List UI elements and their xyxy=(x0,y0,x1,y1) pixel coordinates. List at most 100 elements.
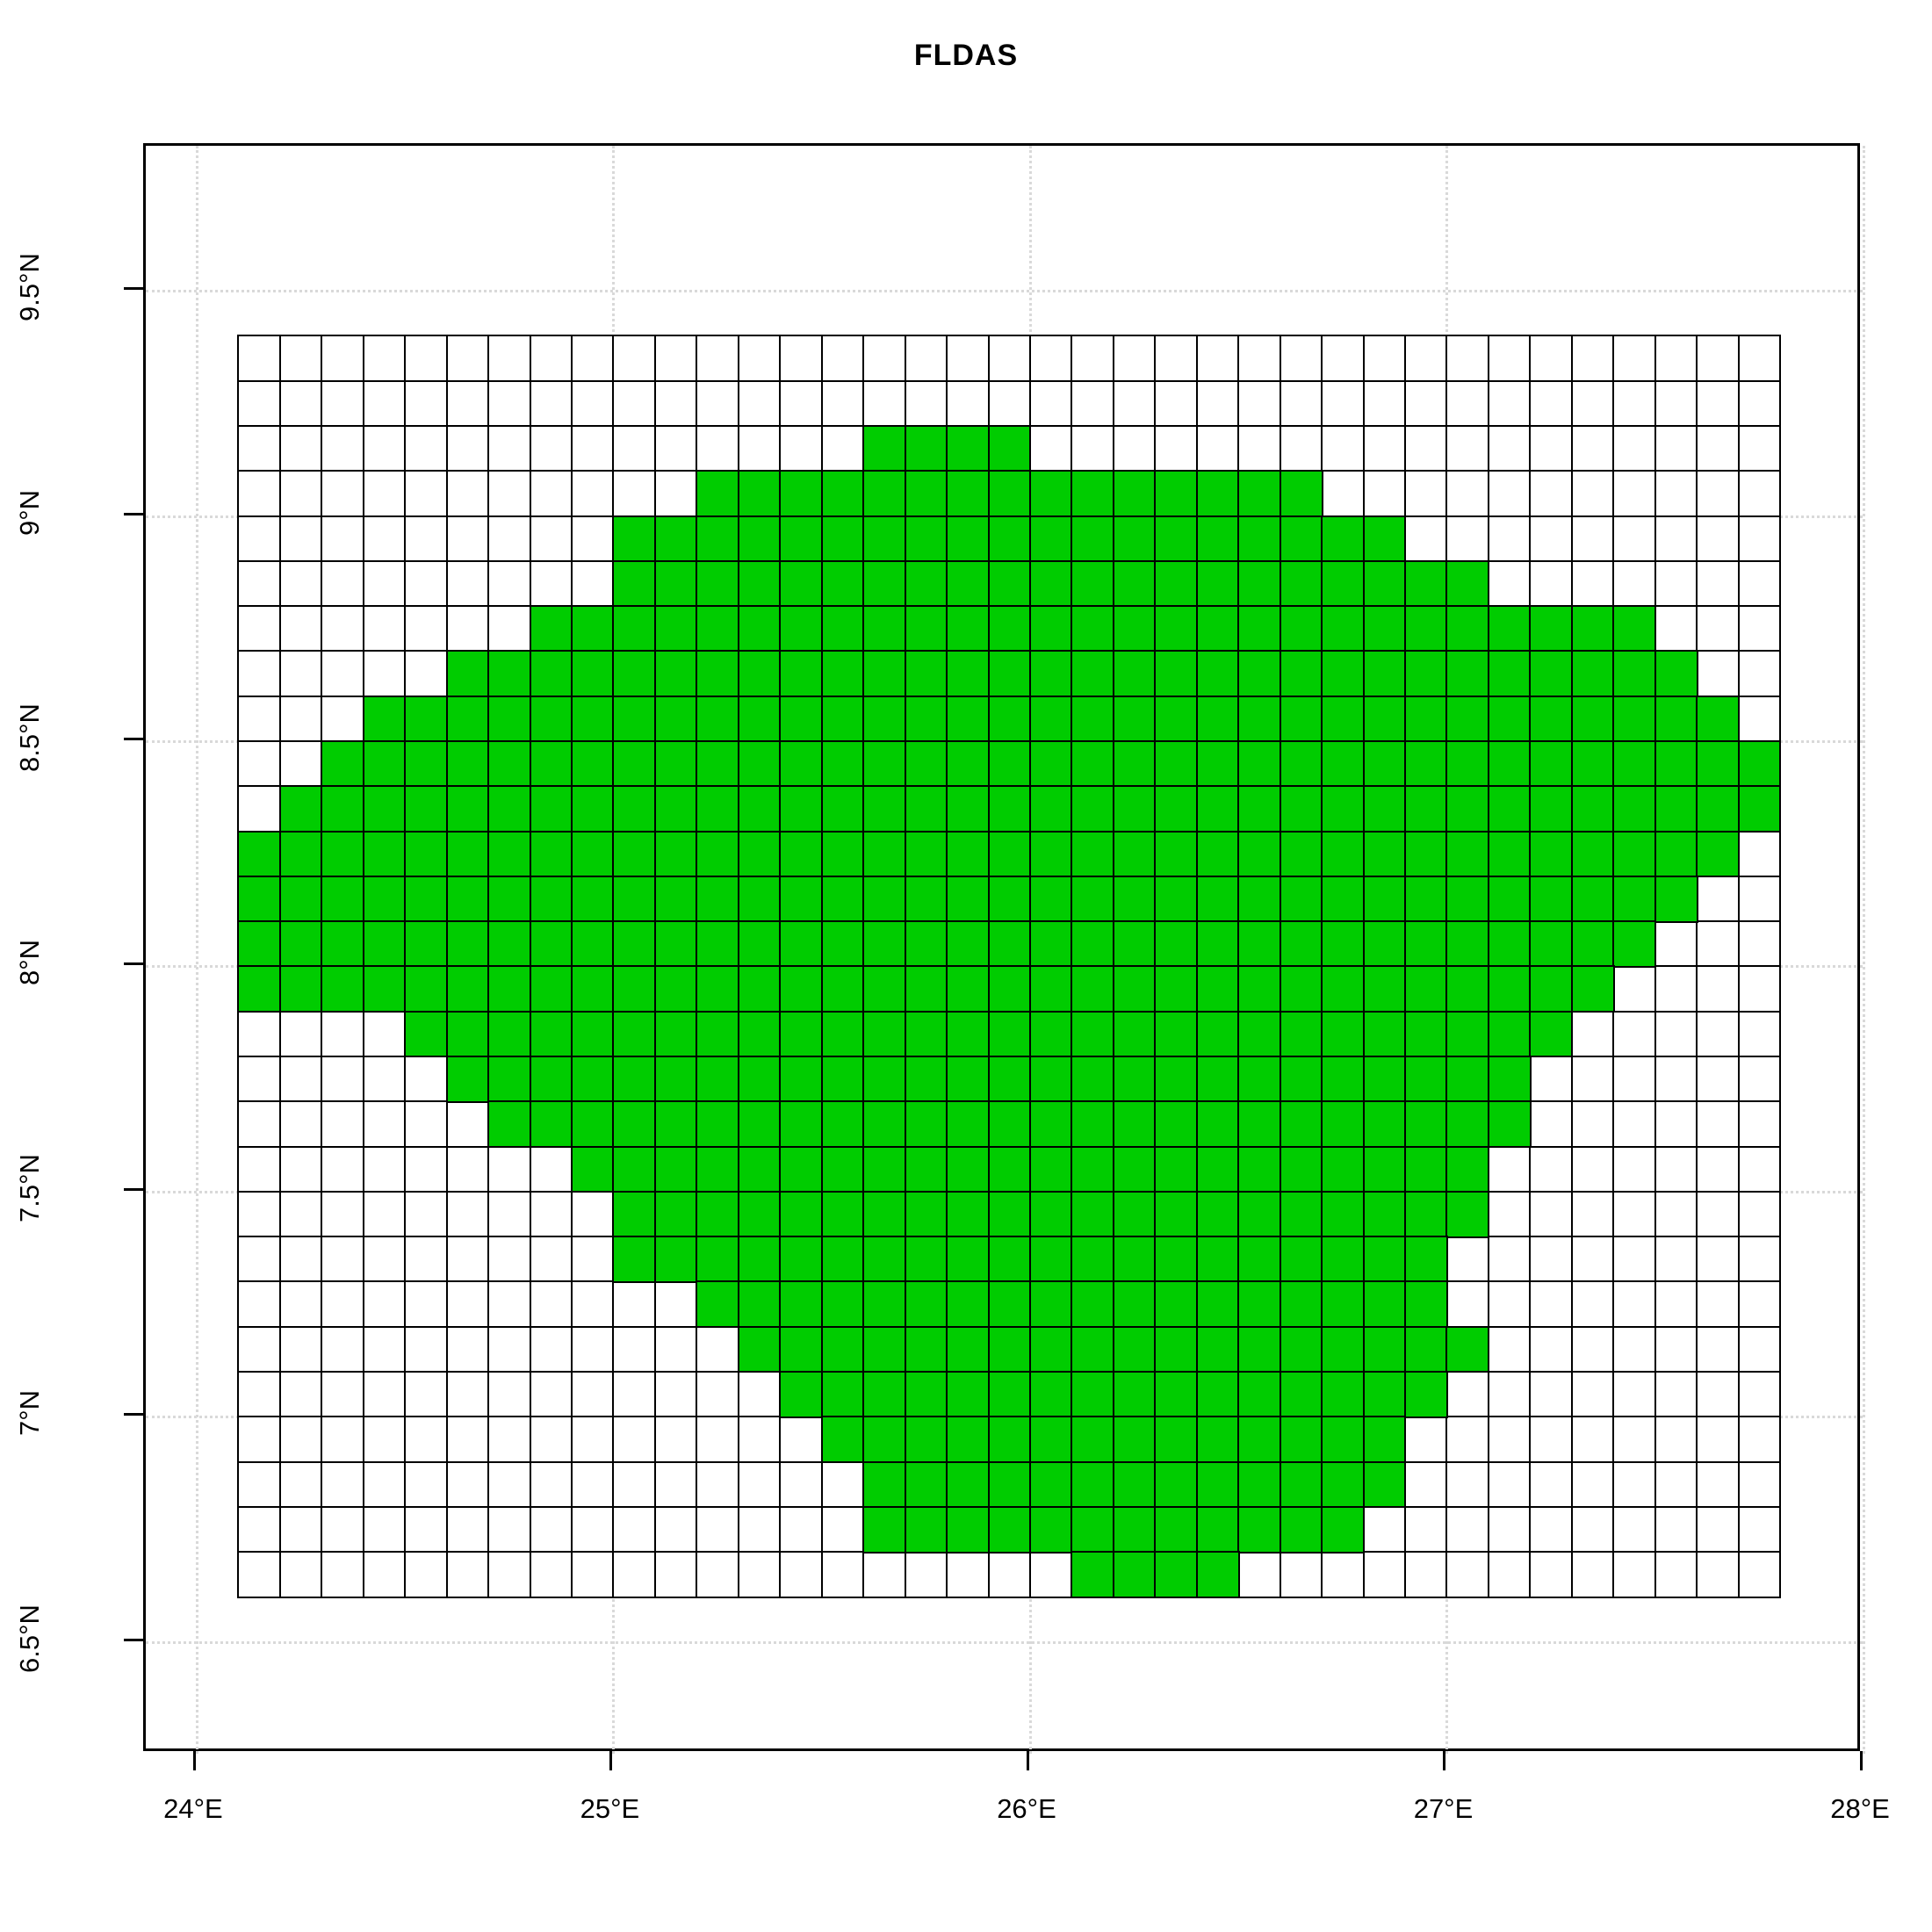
raster-cell-selected xyxy=(1279,695,1323,743)
raster-cell-empty xyxy=(1737,830,1782,878)
raster-cell-selected xyxy=(862,605,906,652)
raster-cell-selected xyxy=(487,830,531,878)
raster-cell-empty xyxy=(1529,1236,1574,1283)
raster-cell-empty xyxy=(1529,1280,1574,1329)
raster-cell-empty xyxy=(404,650,449,698)
raster-cell-selected xyxy=(1112,1505,1157,1554)
raster-cell-selected xyxy=(1279,559,1323,608)
raster-cell-empty xyxy=(278,515,323,563)
raster-cell-selected xyxy=(1071,1236,1115,1283)
raster-cell-empty xyxy=(321,1056,365,1103)
raster-cell-selected xyxy=(1445,650,1490,698)
raster-cell-empty xyxy=(1529,1100,1574,1148)
raster-cell-empty xyxy=(1737,470,1782,517)
raster-cell-empty xyxy=(1696,515,1741,563)
raster-cell-selected xyxy=(362,830,407,878)
raster-cell-empty xyxy=(237,1416,282,1464)
raster-cell-selected xyxy=(1154,1100,1199,1148)
raster-cell-empty xyxy=(404,424,449,472)
raster-cell-selected xyxy=(1321,920,1365,968)
raster-cell-empty xyxy=(1404,424,1448,472)
raster-cell-empty xyxy=(1612,1190,1657,1238)
raster-cell-empty xyxy=(1696,1056,1741,1103)
raster-cell-empty xyxy=(1612,470,1657,517)
raster-cell-empty xyxy=(1570,470,1615,517)
x-axis-label: 26°E xyxy=(997,1793,1056,1824)
raster-cell-empty xyxy=(1612,1056,1657,1103)
raster-cell-empty xyxy=(571,335,615,383)
raster-cell-selected xyxy=(529,1010,573,1058)
raster-cell-selected xyxy=(404,785,449,833)
raster-cell-empty xyxy=(1404,1460,1448,1509)
raster-cell-empty xyxy=(1237,335,1282,383)
raster-cell-selected xyxy=(1071,740,1115,788)
raster-cell-selected xyxy=(820,875,865,923)
raster-cell-selected xyxy=(1028,559,1073,608)
raster-cell-selected xyxy=(1279,740,1323,788)
raster-cell-selected xyxy=(1237,785,1282,833)
raster-cell-empty xyxy=(571,515,615,563)
raster-cell-selected xyxy=(529,605,573,652)
raster-cell-empty xyxy=(1654,1551,1698,1598)
raster-cell-empty xyxy=(1529,424,1574,472)
raster-cell-selected xyxy=(1237,1145,1282,1193)
raster-cell-selected xyxy=(612,830,657,878)
raster-cell-selected xyxy=(904,875,948,923)
raster-cell-selected xyxy=(529,830,573,878)
raster-cell-empty xyxy=(237,1371,282,1418)
x-axis-tick xyxy=(1443,1751,1446,1770)
raster-cell-selected xyxy=(1112,875,1157,923)
raster-cell-selected xyxy=(696,1190,740,1238)
raster-cell-empty xyxy=(1487,379,1532,428)
raster-cell-empty xyxy=(1737,920,1782,968)
raster-cell-selected xyxy=(1112,1145,1157,1193)
raster-cell-selected xyxy=(1279,1505,1323,1554)
raster-cell-selected xyxy=(779,559,824,608)
raster-cell-empty xyxy=(862,379,906,428)
raster-cell-selected xyxy=(362,695,407,743)
raster-cell-selected xyxy=(820,1190,865,1238)
raster-cell-empty xyxy=(1737,1460,1782,1509)
raster-cell-selected xyxy=(487,650,531,698)
raster-cell-selected xyxy=(404,830,449,878)
raster-cell-empty xyxy=(1570,1236,1615,1283)
raster-cell-selected xyxy=(321,965,365,1013)
raster-cell-empty xyxy=(529,1505,573,1554)
raster-cell-selected xyxy=(904,1056,948,1103)
raster-cell-selected xyxy=(820,920,865,968)
raster-cell-selected xyxy=(946,605,990,652)
raster-cell-selected xyxy=(1028,1100,1073,1148)
raster-cell-empty xyxy=(1612,379,1657,428)
raster-cell-empty xyxy=(820,335,865,383)
raster-cell-empty xyxy=(487,424,531,472)
raster-cell-selected xyxy=(1028,695,1073,743)
raster-cell-selected xyxy=(653,1236,698,1283)
raster-cell-empty xyxy=(987,335,1032,383)
raster-cell-selected xyxy=(1279,470,1323,517)
raster-cell-empty xyxy=(445,470,490,517)
raster-cell-selected xyxy=(1154,830,1199,878)
raster-cell-empty xyxy=(321,1236,365,1283)
raster-cell-selected xyxy=(1279,650,1323,698)
raster-cell-empty xyxy=(1445,470,1490,517)
raster-cell-selected xyxy=(529,965,573,1013)
raster-cell-selected xyxy=(1529,965,1574,1013)
raster-cell-empty xyxy=(237,1010,282,1058)
raster-cell-empty xyxy=(278,1416,323,1464)
raster-cell-empty xyxy=(1654,920,1698,968)
raster-cell-selected xyxy=(1404,830,1448,878)
raster-cell-empty xyxy=(445,424,490,472)
raster-cell-empty xyxy=(529,470,573,517)
raster-cell-selected xyxy=(1237,695,1282,743)
raster-cell-empty xyxy=(1404,379,1448,428)
raster-cell-empty xyxy=(779,424,824,472)
raster-cell-empty xyxy=(1737,1551,1782,1598)
raster-cell-selected xyxy=(1195,785,1240,833)
raster-cell-selected xyxy=(779,1056,824,1103)
raster-cell-selected xyxy=(612,1145,657,1193)
raster-cell-selected xyxy=(1071,1460,1115,1509)
raster-cell-selected xyxy=(1279,1280,1323,1329)
raster-cell-selected xyxy=(1612,695,1657,743)
raster-cell-empty xyxy=(737,335,782,383)
raster-cell-empty xyxy=(1696,1280,1741,1329)
